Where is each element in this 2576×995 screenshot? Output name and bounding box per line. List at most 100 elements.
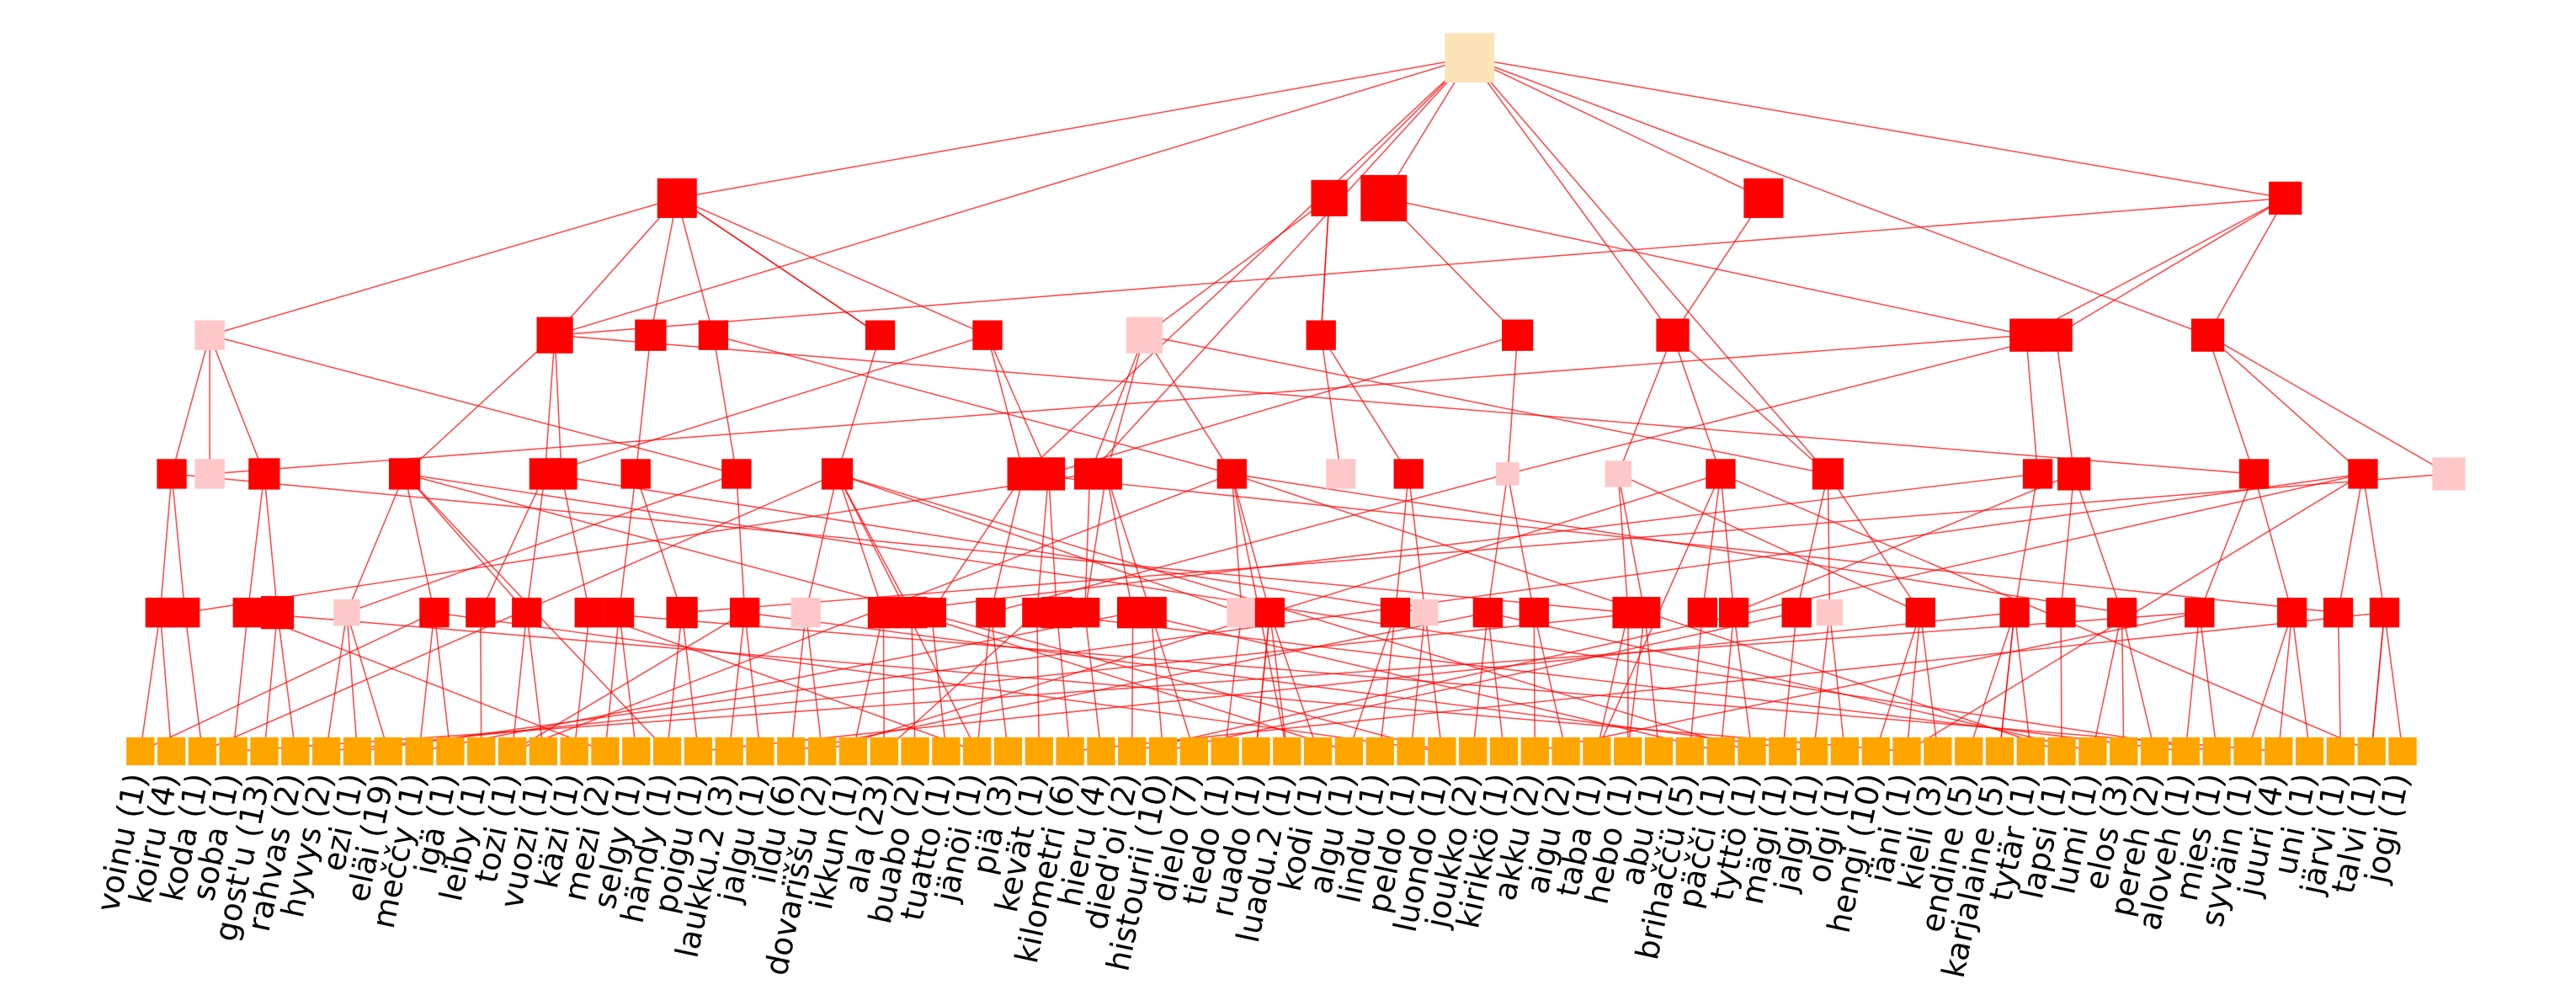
nodes — [126, 33, 2466, 766]
edge — [573, 612, 591, 752]
node — [620, 459, 651, 489]
node — [1718, 598, 1749, 628]
edge — [2060, 473, 2075, 613]
edge — [736, 473, 746, 613]
edge — [1320, 198, 1330, 336]
node — [2348, 459, 2378, 489]
leaf-node — [250, 737, 279, 766]
node — [1306, 320, 1336, 350]
edge — [1469, 56, 2286, 200]
edge — [139, 612, 162, 752]
leaf-node — [1148, 737, 1178, 766]
edge — [1269, 612, 1319, 752]
leaf-node — [281, 737, 310, 766]
edge — [1089, 57, 1471, 475]
edge — [346, 473, 737, 614]
edge — [1469, 56, 2208, 336]
leaf-labels: voinu (1)koiru (4)koda (1)soba (1)gost'u… — [89, 770, 2417, 982]
node — [916, 598, 946, 628]
leaf-node — [1675, 737, 1705, 766]
edge — [1255, 612, 1271, 752]
edge — [681, 612, 700, 752]
node — [2022, 459, 2053, 489]
edge — [434, 611, 1442, 753]
leaf-node — [1954, 737, 1983, 766]
edge — [346, 612, 359, 752]
edge — [1469, 57, 1829, 475]
leaf-node — [436, 737, 465, 766]
node — [260, 596, 295, 630]
leaf-node — [1242, 737, 1270, 766]
edge — [2014, 473, 2039, 613]
leaf-node — [777, 737, 806, 766]
edge — [2383, 612, 2403, 752]
leaf-node — [157, 737, 186, 766]
edge — [209, 197, 678, 336]
edge — [171, 334, 210, 475]
edge — [247, 473, 265, 613]
node — [1090, 458, 1122, 490]
node — [1393, 459, 1424, 489]
edge — [2121, 612, 2156, 752]
leaf-node — [1273, 737, 1301, 766]
edge — [1224, 612, 1243, 752]
node — [1254, 598, 1285, 628]
leaf-node — [311, 737, 341, 766]
node — [2057, 457, 2091, 491]
leaf-node — [2171, 737, 2201, 766]
edge — [1535, 611, 2200, 753]
leaf-node — [1644, 737, 1674, 766]
node — [721, 459, 752, 489]
edge — [1023, 57, 1471, 475]
node — [1412, 599, 1439, 626]
leaf-node — [1118, 737, 1147, 766]
edge — [159, 473, 173, 613]
edge — [1689, 612, 1704, 752]
node — [1687, 598, 1717, 628]
node — [1905, 598, 1935, 628]
edge — [1410, 612, 1426, 752]
edge — [2277, 612, 2293, 752]
node — [1519, 598, 1549, 628]
node — [2269, 181, 2302, 215]
edge — [1231, 473, 1271, 613]
edge — [1720, 612, 1735, 752]
edge — [209, 334, 265, 475]
node — [2276, 598, 2307, 628]
leaf-node — [1985, 737, 2014, 766]
edge — [1320, 334, 1409, 475]
edge — [555, 197, 2286, 336]
node — [1706, 459, 1736, 489]
edge — [545, 473, 1425, 614]
node — [730, 598, 760, 628]
edge — [1720, 473, 1735, 613]
edge — [676, 197, 988, 336]
leaf-node — [1551, 737, 1580, 766]
leaf-node — [807, 737, 837, 766]
leaf-node — [1056, 737, 1084, 766]
edge — [1105, 334, 1146, 475]
leaf-node — [2295, 737, 2324, 766]
leaf-node — [684, 737, 713, 766]
edge — [2121, 612, 2125, 752]
node — [1360, 174, 1408, 221]
edge — [1828, 612, 1846, 752]
edge — [1488, 611, 2094, 753]
edge — [1672, 197, 1764, 336]
edge — [1143, 334, 1232, 475]
edge — [743, 612, 761, 752]
edge — [247, 611, 606, 753]
leaf-node — [1892, 737, 1921, 766]
edge — [1906, 612, 1922, 752]
edge — [589, 611, 977, 753]
node — [865, 320, 896, 350]
node — [1743, 178, 1784, 218]
edge — [1812, 612, 1831, 752]
edge — [171, 473, 186, 613]
edge — [1875, 612, 1922, 752]
node — [2323, 598, 2354, 628]
node — [388, 458, 421, 490]
node — [867, 597, 900, 629]
edge — [677, 56, 1470, 200]
edge — [404, 334, 556, 475]
